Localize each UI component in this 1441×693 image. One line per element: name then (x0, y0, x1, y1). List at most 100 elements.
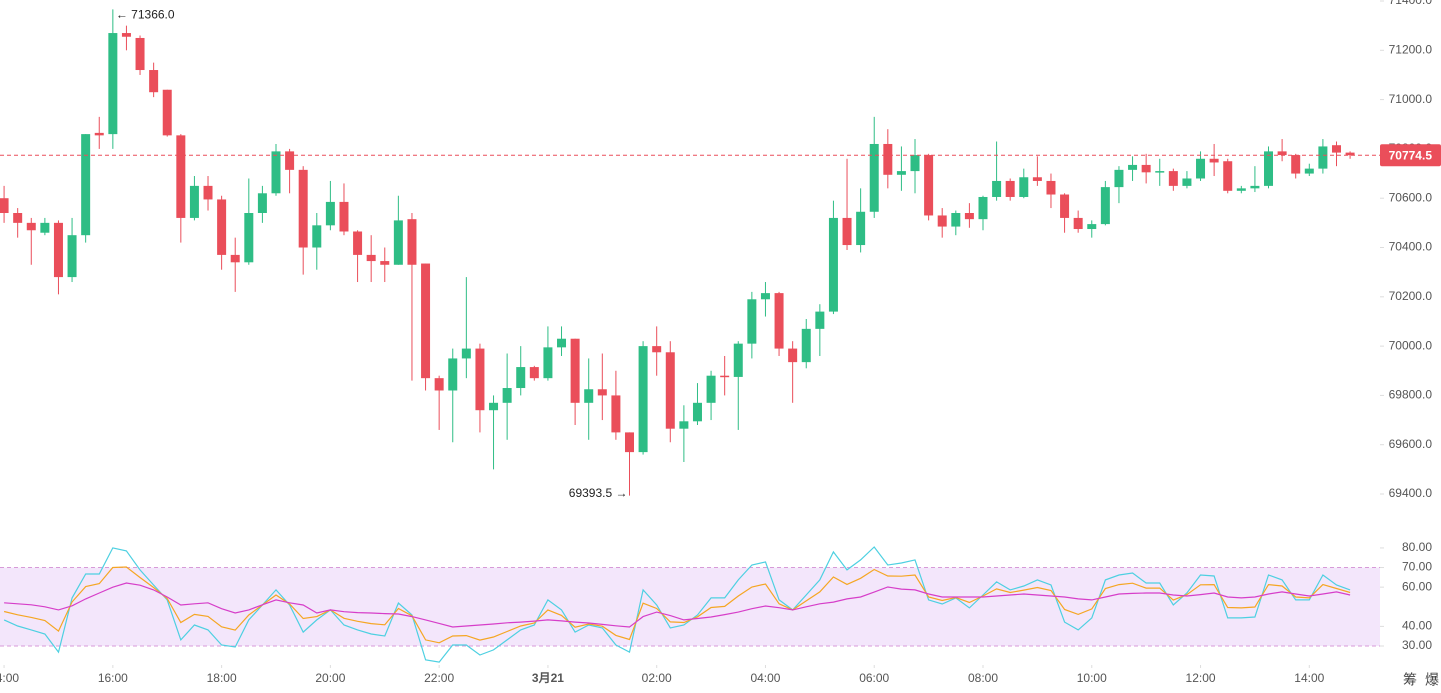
candle-body (502, 388, 512, 403)
y-tick-label: 70200.0 (1389, 289, 1433, 303)
x-tick-label: 20:00 (315, 671, 345, 685)
rsi-line (4, 582, 1351, 628)
candle-body (652, 346, 662, 353)
candle-body (733, 343, 743, 377)
candle-body (380, 261, 390, 265)
candle-body (189, 185, 199, 218)
candle-body (529, 367, 539, 379)
rsi-line (3, 566, 1351, 644)
candle-body (325, 201, 335, 226)
rsi-band (0, 567, 1380, 646)
x-tick-label: 06:00 (859, 671, 889, 685)
y-tick-label: 71200.0 (1389, 42, 1433, 56)
candle-body (339, 201, 349, 232)
candle-body (597, 389, 607, 396)
y-tick-label: 69800.0 (1389, 388, 1433, 402)
candle-body (828, 217, 838, 312)
candle-body (285, 151, 295, 170)
last-price-label: 70774.5 (1389, 148, 1433, 162)
candle-body (788, 348, 798, 363)
candle-body (149, 70, 159, 93)
candle-body (1005, 180, 1015, 197)
candle-body (162, 89, 172, 136)
y-tick-label: 70000.0 (1389, 338, 1433, 352)
candle-body (1264, 151, 1274, 186)
candle-body (26, 222, 36, 231)
candle-body (760, 293, 770, 300)
candle-body (0, 198, 9, 213)
candle-body (910, 155, 920, 172)
y-tick-label: 80.00 (1402, 540, 1432, 554)
candle-body (692, 402, 702, 422)
x-tick-label: 16:00 (98, 671, 128, 685)
corner-icon[interactable]: 筹 (1403, 672, 1417, 688)
candle-body (176, 135, 186, 218)
y-tick-label: 69600.0 (1389, 437, 1433, 451)
candle-body (461, 348, 471, 359)
candle-body (1046, 180, 1056, 195)
candle-body (1141, 164, 1151, 173)
candle-body (1223, 161, 1233, 191)
candle-body (421, 263, 431, 379)
candle-body (570, 338, 580, 403)
candle-body (1196, 158, 1206, 179)
candle-body (475, 348, 485, 411)
candle-body (937, 215, 947, 227)
candle-body (774, 293, 784, 349)
candle-body (679, 421, 689, 429)
candle-body (896, 171, 906, 175)
candle-body (1100, 187, 1110, 225)
candle-body (611, 395, 621, 433)
low-label: 69393.5 → (569, 486, 628, 500)
x-tick-label: 02:00 (642, 671, 672, 685)
candle-body (94, 132, 104, 136)
candle-body (1060, 194, 1070, 218)
rsi-line (3, 546, 1351, 663)
corner-icon[interactable]: 爆 (1425, 672, 1439, 688)
candle-body (271, 151, 281, 194)
candle-body (516, 367, 526, 389)
candle-body (1345, 152, 1355, 156)
candle-body (815, 311, 825, 329)
candle-body (217, 199, 227, 255)
candle-body (1019, 177, 1029, 197)
candle-body (108, 33, 118, 135)
candle-body (312, 225, 322, 248)
candle-body (964, 213, 974, 220)
y-tick-label: 30.00 (1402, 638, 1432, 652)
x-tick-label: 08:00 (968, 671, 998, 685)
y-tick-label: 71000.0 (1389, 92, 1433, 106)
candle-body (135, 37, 145, 71)
candle-body (1250, 185, 1260, 189)
candle-body (244, 213, 254, 263)
candle-body (448, 358, 458, 391)
candle-body (720, 375, 730, 378)
y-tick-label: 70.00 (1402, 560, 1432, 574)
candle-body (883, 143, 893, 175)
x-tick-label: 22:00 (424, 671, 454, 685)
x-tick-label: 14:00 (0, 671, 19, 685)
candle-body (801, 328, 811, 363)
candle-body (257, 193, 267, 213)
candle-body (366, 254, 376, 262)
candle-body (81, 134, 91, 236)
candle-body (1128, 164, 1138, 170)
candle-body (298, 169, 308, 248)
candle-body (856, 211, 866, 246)
candle-body (1087, 224, 1097, 230)
candle-body (393, 220, 403, 265)
candle-body (842, 217, 852, 246)
candle-body (1168, 171, 1178, 186)
x-tick-label: 04:00 (750, 671, 780, 685)
candle-body (978, 196, 988, 220)
candle-body (557, 338, 567, 348)
candle-body (624, 432, 634, 453)
candle-body (665, 352, 675, 429)
x-tick-label: 18:00 (207, 671, 237, 685)
candle-body (203, 185, 213, 200)
y-tick-label: 69400.0 (1389, 486, 1433, 500)
y-tick-label: 70600.0 (1389, 190, 1433, 204)
high-label: ← 71366.0 (116, 8, 175, 22)
candle-body (1236, 188, 1246, 191)
candle-body (40, 222, 50, 233)
